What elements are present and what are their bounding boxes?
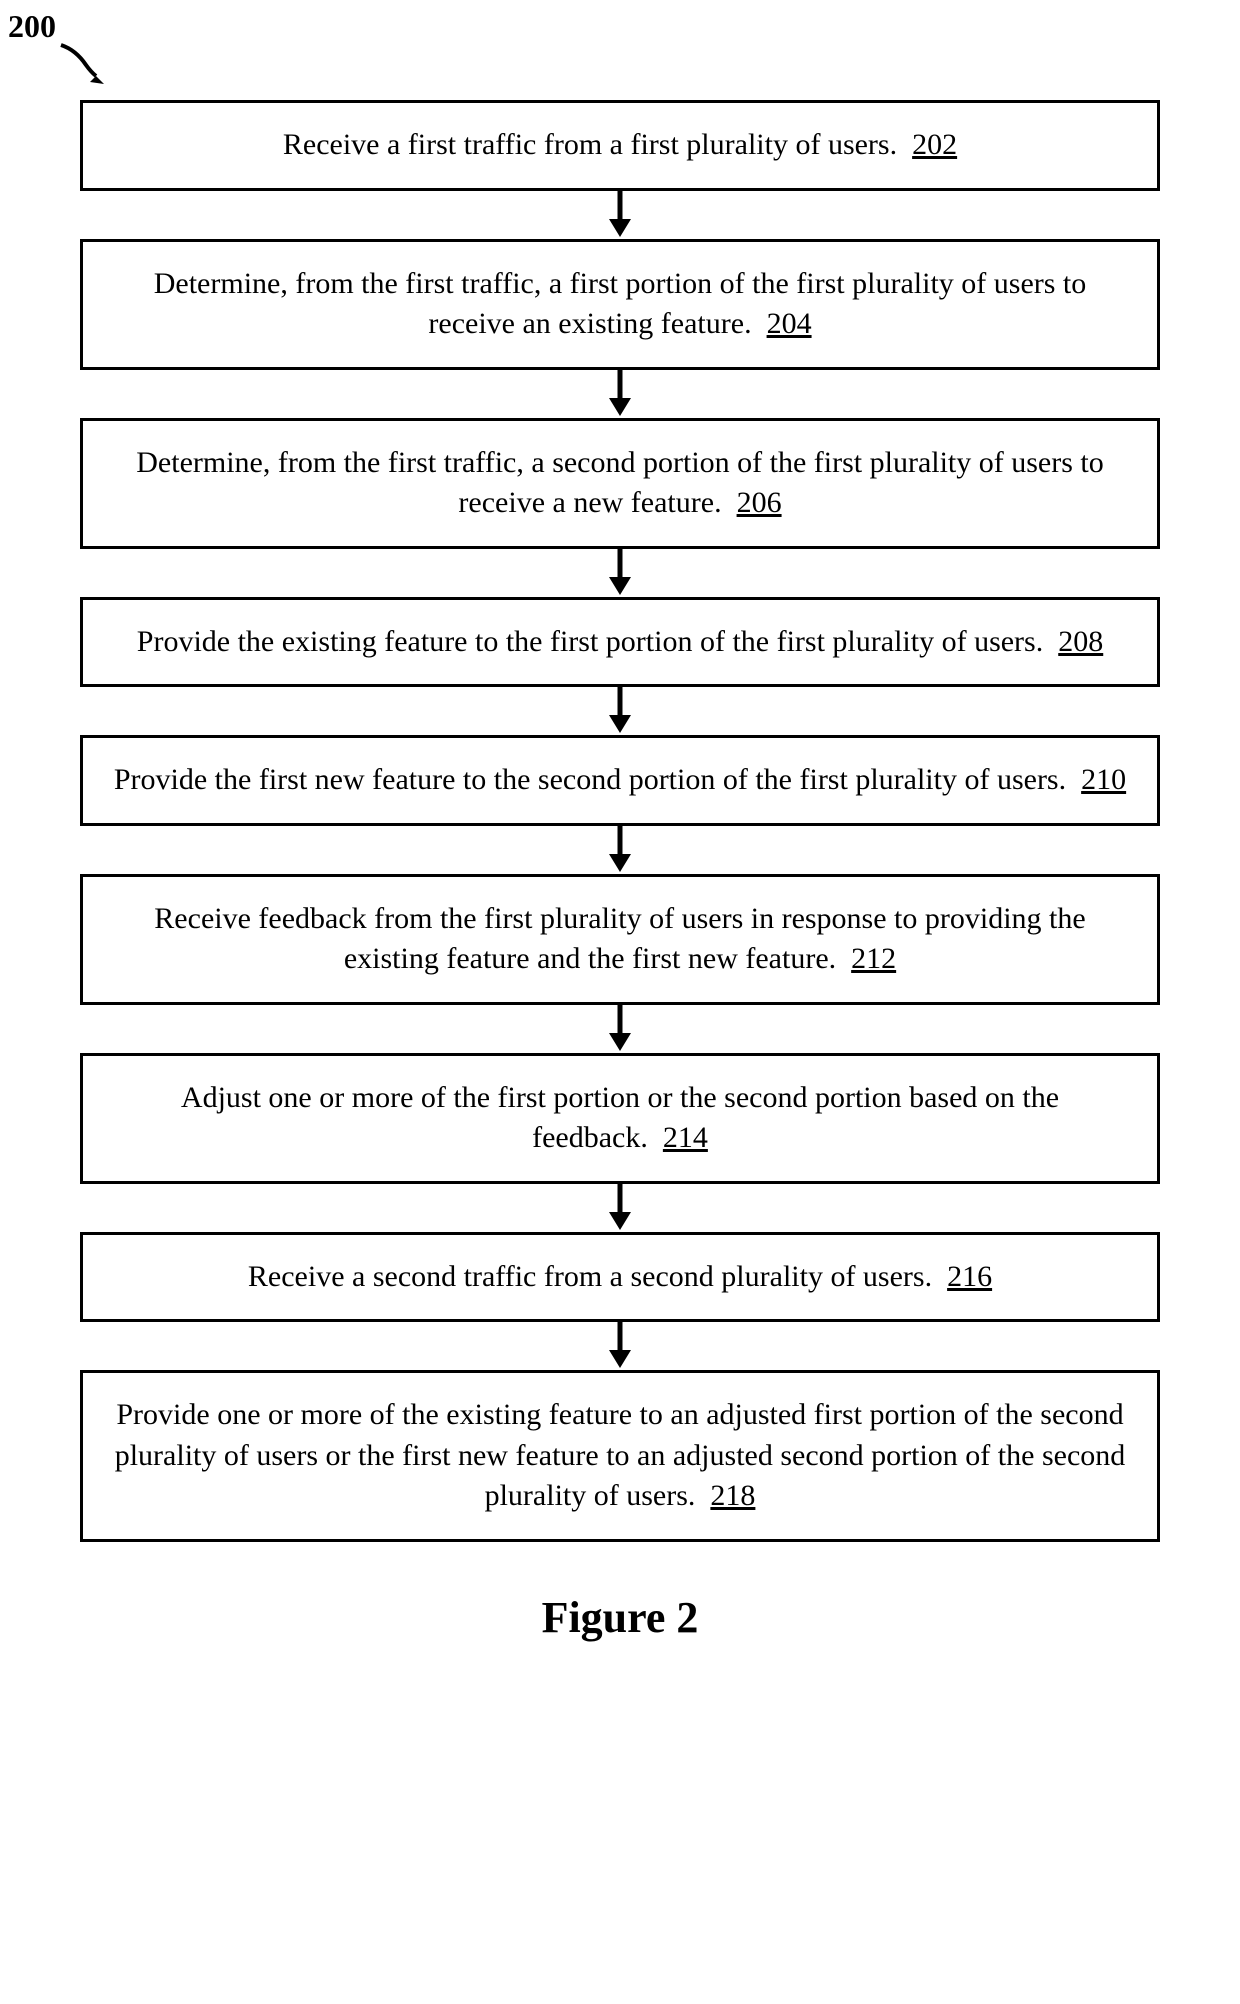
flow-step-214: Adjust one or more of the first portion …: [80, 1053, 1160, 1184]
arrow-connector: [605, 687, 635, 735]
flow-step-206: Determine, from the first traffic, a sec…: [80, 418, 1160, 549]
flow-step-ref: 212: [851, 942, 896, 975]
flow-step-text: Determine, from the first traffic, a sec…: [136, 446, 1104, 520]
flow-step-ref: 202: [912, 128, 957, 161]
flow-step-210: Provide the first new feature to the sec…: [80, 735, 1160, 826]
flow-step-ref: 214: [663, 1121, 708, 1154]
down-arrow-icon: [605, 549, 635, 597]
flow-step-ref: 210: [1081, 763, 1126, 796]
flow-step-ref: 206: [737, 486, 782, 519]
flow-step-212: Receive feedback from the first pluralit…: [80, 874, 1160, 1005]
down-arrow-icon: [605, 826, 635, 874]
arrow-connector: [605, 826, 635, 874]
flow-step-ref: 216: [947, 1260, 992, 1293]
figure-caption: Figure 2: [60, 1592, 1180, 1643]
flow-step-text: Receive feedback from the first pluralit…: [154, 902, 1085, 976]
flow-step-216: Receive a second traffic from a second p…: [80, 1232, 1160, 1323]
flow-step-218: Provide one or more of the existing feat…: [80, 1370, 1160, 1542]
flow-step-text: Provide the first new feature to the sec…: [114, 763, 1066, 796]
flow-step-ref: 218: [710, 1479, 755, 1512]
flow-step-text: Adjust one or more of the first portion …: [181, 1081, 1059, 1155]
flow-step-text: Provide the existing feature to the firs…: [137, 625, 1043, 658]
arrow-connector: [605, 1322, 635, 1370]
down-arrow-icon: [605, 1322, 635, 1370]
arrow-connector: [605, 1005, 635, 1053]
down-arrow-icon: [605, 370, 635, 418]
down-arrow-icon: [605, 1005, 635, 1053]
arrow-connector: [605, 370, 635, 418]
flow-step-204: Determine, from the first traffic, a fir…: [80, 239, 1160, 370]
flow-step-ref: 204: [767, 307, 812, 340]
arrow-connector: [605, 191, 635, 239]
label-curved-arrow-icon: [56, 40, 116, 90]
diagram-number-label: 200: [8, 8, 56, 45]
arrow-connector: [605, 1184, 635, 1232]
flow-step-text: Receive a first traffic from a first plu…: [283, 128, 897, 161]
flowchart-container: Receive a first traffic from a first plu…: [60, 100, 1180, 1542]
down-arrow-icon: [605, 687, 635, 735]
flow-step-text: Determine, from the first traffic, a fir…: [154, 267, 1087, 341]
down-arrow-icon: [605, 191, 635, 239]
flow-step-text: Receive a second traffic from a second p…: [248, 1260, 932, 1293]
down-arrow-icon: [605, 1184, 635, 1232]
arrow-connector: [605, 549, 635, 597]
flow-step-text: Provide one or more of the existing feat…: [115, 1398, 1126, 1512]
flow-step-202: Receive a first traffic from a first plu…: [80, 100, 1160, 191]
flow-step-208: Provide the existing feature to the firs…: [80, 597, 1160, 688]
flow-step-ref: 208: [1058, 625, 1103, 658]
